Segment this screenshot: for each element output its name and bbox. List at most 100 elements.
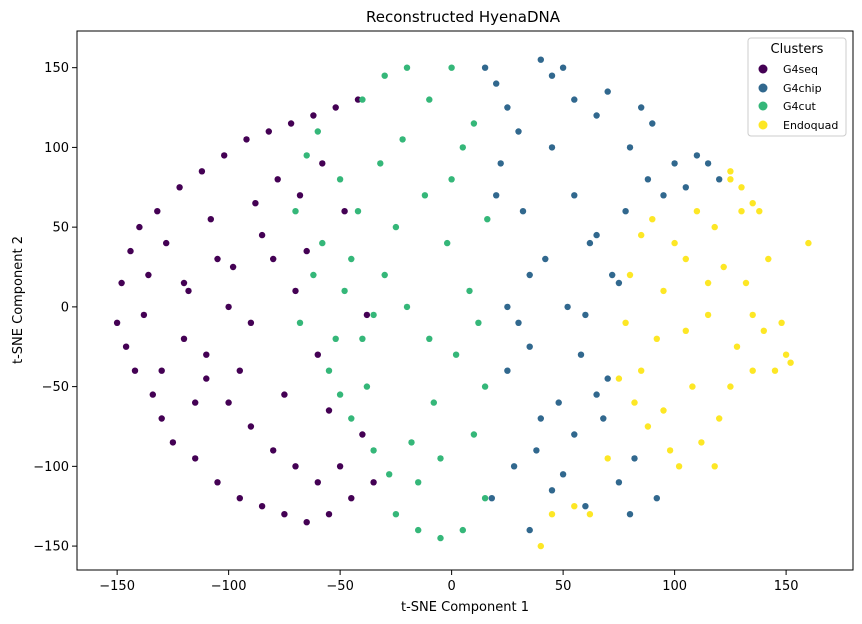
point-g4seq: [136, 223, 143, 231]
y-tick-label: 0: [61, 300, 69, 315]
plot-frame: [76, 30, 854, 571]
point-endoquad: [660, 407, 667, 414]
point-endoquad: [704, 311, 712, 319]
point-g4seq: [203, 351, 210, 358]
point-g4chip: [559, 64, 567, 71]
point-g4chip: [626, 144, 634, 151]
point-g4chip: [593, 391, 600, 398]
point-g4seq: [214, 479, 221, 486]
point-endoquad: [749, 200, 756, 207]
point-endoquad: [756, 208, 763, 215]
point-g4seq: [336, 463, 344, 470]
point-g4cut: [325, 367, 333, 374]
point-g4cut: [336, 391, 344, 398]
point-endoquad: [704, 279, 712, 287]
point-g4chip: [515, 319, 522, 326]
point-endoquad: [537, 542, 544, 550]
point-g4chip: [660, 192, 667, 199]
x-axis-title: t-SNE Component 1: [401, 600, 529, 615]
point-endoquad: [782, 351, 790, 358]
point-g4seq: [348, 495, 355, 502]
points-layer: [113, 56, 812, 550]
point-endoquad: [548, 511, 556, 518]
point-g4chip: [626, 511, 634, 518]
point-g4cut: [354, 208, 362, 215]
legend-label-g4chip: G4chip: [783, 82, 822, 95]
point-endoquad: [727, 383, 734, 390]
point-g4seq: [236, 495, 243, 502]
point-g4seq: [225, 303, 232, 311]
point-g4cut: [381, 271, 388, 279]
point-g4seq: [258, 231, 266, 239]
point-g4chip: [615, 479, 623, 486]
point-g4cut: [437, 455, 444, 462]
y-tick-label: 150: [44, 61, 69, 76]
point-g4chip: [548, 144, 556, 151]
point-g4chip: [559, 471, 567, 478]
point-g4cut: [448, 176, 455, 183]
point-g4cut: [363, 383, 371, 390]
point-g4chip: [504, 104, 511, 111]
legend-marker-g4chip: [758, 83, 768, 93]
point-endoquad: [787, 359, 794, 366]
point-g4seq: [176, 184, 183, 191]
point-g4seq: [149, 391, 156, 398]
point-g4cut: [421, 192, 429, 199]
point-g4seq: [229, 263, 237, 271]
point-g4chip: [622, 208, 629, 215]
point-g4chip: [571, 96, 578, 103]
point-g4cut: [292, 208, 299, 215]
point-endoquad: [727, 176, 734, 183]
point-g4cut: [470, 120, 478, 127]
point-g4seq: [207, 216, 214, 223]
x-tick-label: −100: [211, 579, 247, 594]
x-tick-label: 150: [774, 579, 799, 594]
point-g4chip: [571, 431, 578, 438]
point-g4chip: [515, 128, 522, 135]
point-g4chip: [481, 64, 489, 71]
point-endoquad: [749, 367, 756, 374]
point-g4cut: [470, 431, 478, 438]
point-g4chip: [519, 208, 527, 215]
y-axis-title: t-SNE Component 2: [11, 236, 26, 364]
point-g4seq: [113, 319, 121, 326]
point-g4cut: [426, 335, 433, 342]
point-g4seq: [127, 247, 134, 255]
point-g4seq: [158, 415, 165, 422]
point-g4chip: [555, 399, 562, 406]
point-endoquad: [760, 327, 767, 334]
point-g4chip: [504, 303, 511, 311]
point-endoquad: [742, 279, 750, 287]
point-g4cut: [437, 534, 444, 542]
point-g4cut: [430, 399, 437, 406]
point-g4cut: [481, 495, 489, 502]
point-g4seq: [243, 136, 250, 143]
point-g4seq: [370, 479, 377, 486]
point-g4chip: [493, 192, 500, 199]
point-endoquad: [638, 231, 645, 239]
point-g4cut: [452, 351, 460, 358]
point-g4cut: [448, 64, 455, 71]
point-g4seq: [180, 279, 188, 287]
point-g4cut: [386, 471, 393, 478]
point-g4seq: [258, 503, 266, 510]
point-g4chip: [671, 160, 678, 167]
point-g4seq: [122, 343, 130, 350]
point-g4seq: [247, 319, 255, 326]
point-g4chip: [604, 375, 611, 382]
point-g4chip: [526, 343, 533, 350]
point-g4seq: [281, 391, 288, 398]
point-g4chip: [526, 526, 533, 534]
point-endoquad: [733, 343, 741, 350]
point-g4seq: [236, 367, 243, 374]
point-g4seq: [303, 247, 310, 255]
point-g4seq: [225, 399, 232, 406]
point-g4cut: [484, 216, 491, 223]
point-g4chip: [488, 495, 495, 502]
point-g4seq: [131, 367, 139, 374]
point-g4seq: [274, 176, 281, 183]
point-g4seq: [154, 208, 161, 215]
point-g4seq: [221, 152, 228, 159]
